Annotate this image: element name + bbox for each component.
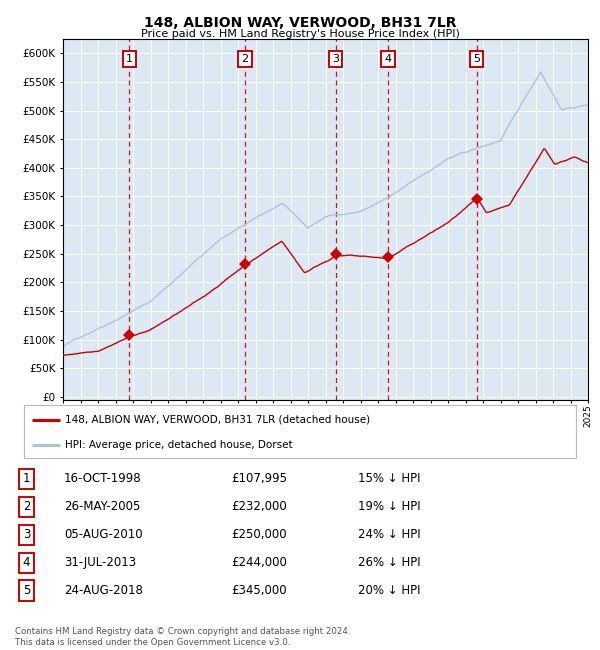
Text: 4: 4: [385, 54, 392, 64]
Text: £232,000: £232,000: [231, 500, 287, 514]
Text: 20% ↓ HPI: 20% ↓ HPI: [358, 584, 420, 597]
Text: 148, ALBION WAY, VERWOOD, BH31 7LR (detached house): 148, ALBION WAY, VERWOOD, BH31 7LR (deta…: [65, 415, 371, 425]
Text: £107,995: £107,995: [231, 472, 287, 485]
Text: £244,000: £244,000: [231, 556, 287, 569]
Text: HPI: Average price, detached house, Dorset: HPI: Average price, detached house, Dors…: [65, 440, 293, 450]
Text: 1: 1: [23, 472, 30, 485]
Text: 148, ALBION WAY, VERWOOD, BH31 7LR: 148, ALBION WAY, VERWOOD, BH31 7LR: [144, 16, 456, 31]
Text: Contains HM Land Registry data © Crown copyright and database right 2024.
This d: Contains HM Land Registry data © Crown c…: [15, 627, 350, 647]
Text: 5: 5: [473, 54, 481, 64]
Text: 16-OCT-1998: 16-OCT-1998: [64, 472, 142, 485]
Text: 3: 3: [332, 54, 340, 64]
Text: Price paid vs. HM Land Registry's House Price Index (HPI): Price paid vs. HM Land Registry's House …: [140, 29, 460, 39]
Text: 1: 1: [126, 54, 133, 64]
Text: £250,000: £250,000: [231, 528, 287, 541]
Text: 31-JUL-2013: 31-JUL-2013: [64, 556, 136, 569]
Text: 2: 2: [241, 54, 248, 64]
Text: 15% ↓ HPI: 15% ↓ HPI: [358, 472, 420, 485]
Text: 05-AUG-2010: 05-AUG-2010: [64, 528, 142, 541]
Text: 26-MAY-2005: 26-MAY-2005: [64, 500, 140, 514]
Text: 2: 2: [23, 500, 30, 514]
Text: 26% ↓ HPI: 26% ↓ HPI: [358, 556, 420, 569]
Text: 19% ↓ HPI: 19% ↓ HPI: [358, 500, 420, 514]
Text: £345,000: £345,000: [231, 584, 287, 597]
Text: 24-AUG-2018: 24-AUG-2018: [64, 584, 143, 597]
Text: 3: 3: [23, 528, 30, 541]
Text: 4: 4: [23, 556, 30, 569]
Text: 24% ↓ HPI: 24% ↓ HPI: [358, 528, 420, 541]
Text: 5: 5: [23, 584, 30, 597]
